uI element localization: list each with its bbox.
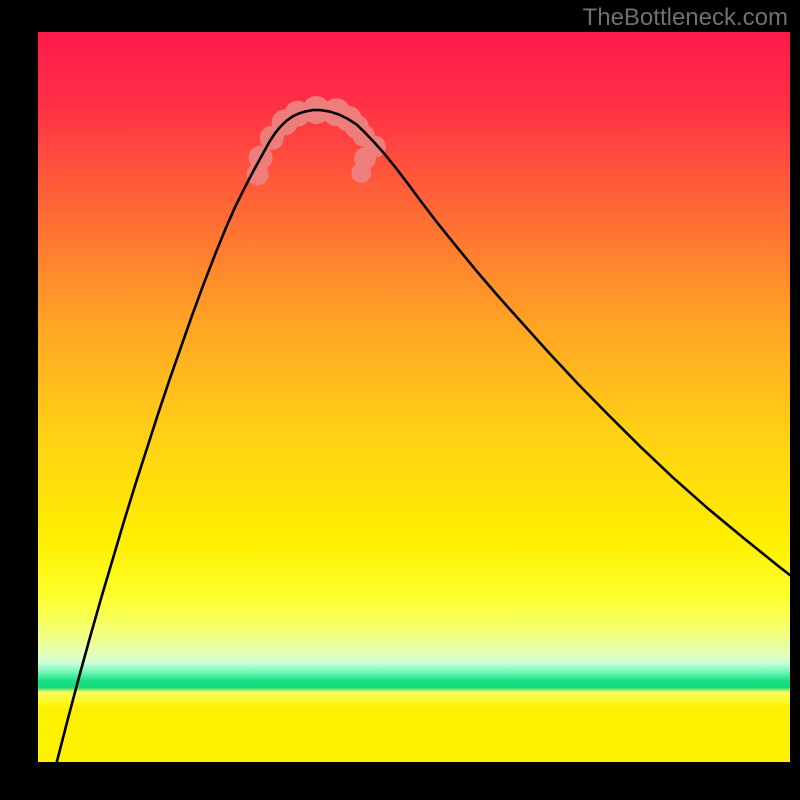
watermark-text: TheBottleneck.com bbox=[583, 4, 788, 32]
curve-layer bbox=[38, 32, 790, 762]
marker-dot bbox=[351, 163, 371, 183]
plot-area bbox=[38, 32, 790, 762]
v-curve bbox=[57, 110, 790, 762]
chart-frame: TheBottleneck.com bbox=[0, 0, 800, 800]
marker-dot bbox=[247, 163, 269, 185]
